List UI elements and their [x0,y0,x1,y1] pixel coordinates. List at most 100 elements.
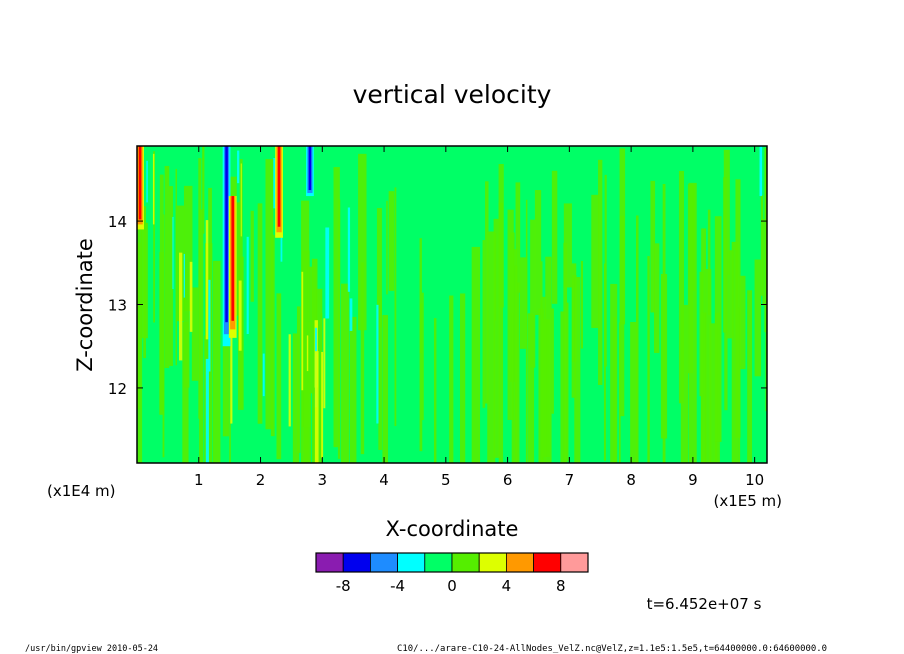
field-stripe [321,351,324,459]
field-stripe [726,250,734,339]
field-stripe [493,218,500,458]
field-stripe [213,260,221,463]
field-stripe [230,308,233,424]
x-tick-label: 3 [318,471,328,489]
y-axis-label: Z-coordinate [73,238,97,372]
footer-source: C10/.../arare-C10-24-AllNodes_VelZ.nc@Ve… [397,644,827,654]
field-stripe [540,296,547,463]
field-stripe [189,261,193,332]
field-stripe [164,165,170,368]
field-stripe [238,280,242,351]
field-stripe [341,283,349,463]
colorbar-swatch [505,552,534,573]
field-stripe [723,177,727,333]
field-stripe [273,158,277,209]
field-stripe [618,322,621,463]
field-stripe [222,301,229,437]
colorbar-tick-label: 8 [556,577,566,595]
field-stripe [360,262,365,455]
time-label: t=6.452e+07 s [647,595,762,613]
colorbar-swatch [424,552,453,573]
field-stripe [647,256,650,463]
field-stripe [183,269,190,388]
colorbar-tick-label: 0 [447,577,457,595]
field-stripe [315,288,323,463]
field-stripe [262,353,265,397]
field-stripes [137,146,767,463]
field-stripe [229,282,231,463]
y-tick-label: 12 [108,380,127,398]
colorbar: -8 -4 0 4 8 [315,552,589,595]
field-stripe [314,351,319,463]
field-stripe [349,316,357,463]
field-stripe [376,304,379,424]
field-stripe [323,318,326,409]
y-tick-label: 13 [108,297,127,315]
field-stripe [265,159,274,430]
field-stripe [566,302,569,462]
field-stripe [709,323,718,463]
field-stripe [551,308,554,414]
field-stripe [498,202,504,463]
field-stripe [159,252,165,415]
colorbar-swatch [533,552,562,573]
field-stripe [688,182,697,463]
field-stripe [598,159,603,386]
field-stripe [754,259,762,377]
field-stripe [246,236,249,335]
x-tick-label: 7 [565,471,575,489]
field-stripe [551,170,558,304]
y-tick-label: 14 [108,213,127,231]
field-stripe [723,149,730,275]
field-stripe [507,209,514,420]
field-stripe [292,333,300,463]
field-stripe [394,187,397,427]
field-stripe [137,242,141,409]
field-stripe [498,164,504,308]
field-stripe [146,160,148,203]
field-stripe [382,315,389,463]
field-stripe [199,209,204,463]
field-stripe [519,257,527,349]
field-stripe [760,195,764,296]
field-stripe [240,163,242,237]
field-stripe [731,241,739,463]
field-stripe [487,231,496,463]
field-stripe [699,271,704,397]
field-stripe [419,238,422,354]
field-stripe [610,283,618,463]
field-stripe [714,216,722,442]
field-stripe [650,180,656,313]
field-stripe [591,194,600,328]
field-stripe [347,207,351,292]
field-stripe [378,296,382,450]
field-stripe [386,200,388,295]
field-stripe [630,322,638,463]
field-stripe [152,153,155,225]
x-tick-label: 10 [745,471,764,489]
field-stripe [202,146,205,234]
field-stripe [179,252,183,361]
colorbar-tick-label: 4 [502,577,512,595]
field-stripe [205,220,209,340]
chart-title: vertical velocity [353,80,552,109]
x-tick-label: 8 [626,471,636,489]
field-stripe [764,147,767,333]
field-stripe [563,203,572,288]
field-stripe [545,256,552,463]
field-stripe [288,334,291,427]
field-stripe [735,179,741,438]
field-stripe [747,290,753,463]
field-stripe [654,243,660,353]
field-stripe [183,185,193,312]
colorbar-swatch [315,552,344,573]
field-stripe [700,312,707,463]
field-stripe [182,321,189,463]
field-stripe [574,277,581,463]
field-stripe [307,266,317,394]
field-stripe [540,261,543,463]
field-stripe [471,246,481,463]
field-stripe [301,271,304,391]
x-scale-note: (x1E5 m) [713,492,782,510]
